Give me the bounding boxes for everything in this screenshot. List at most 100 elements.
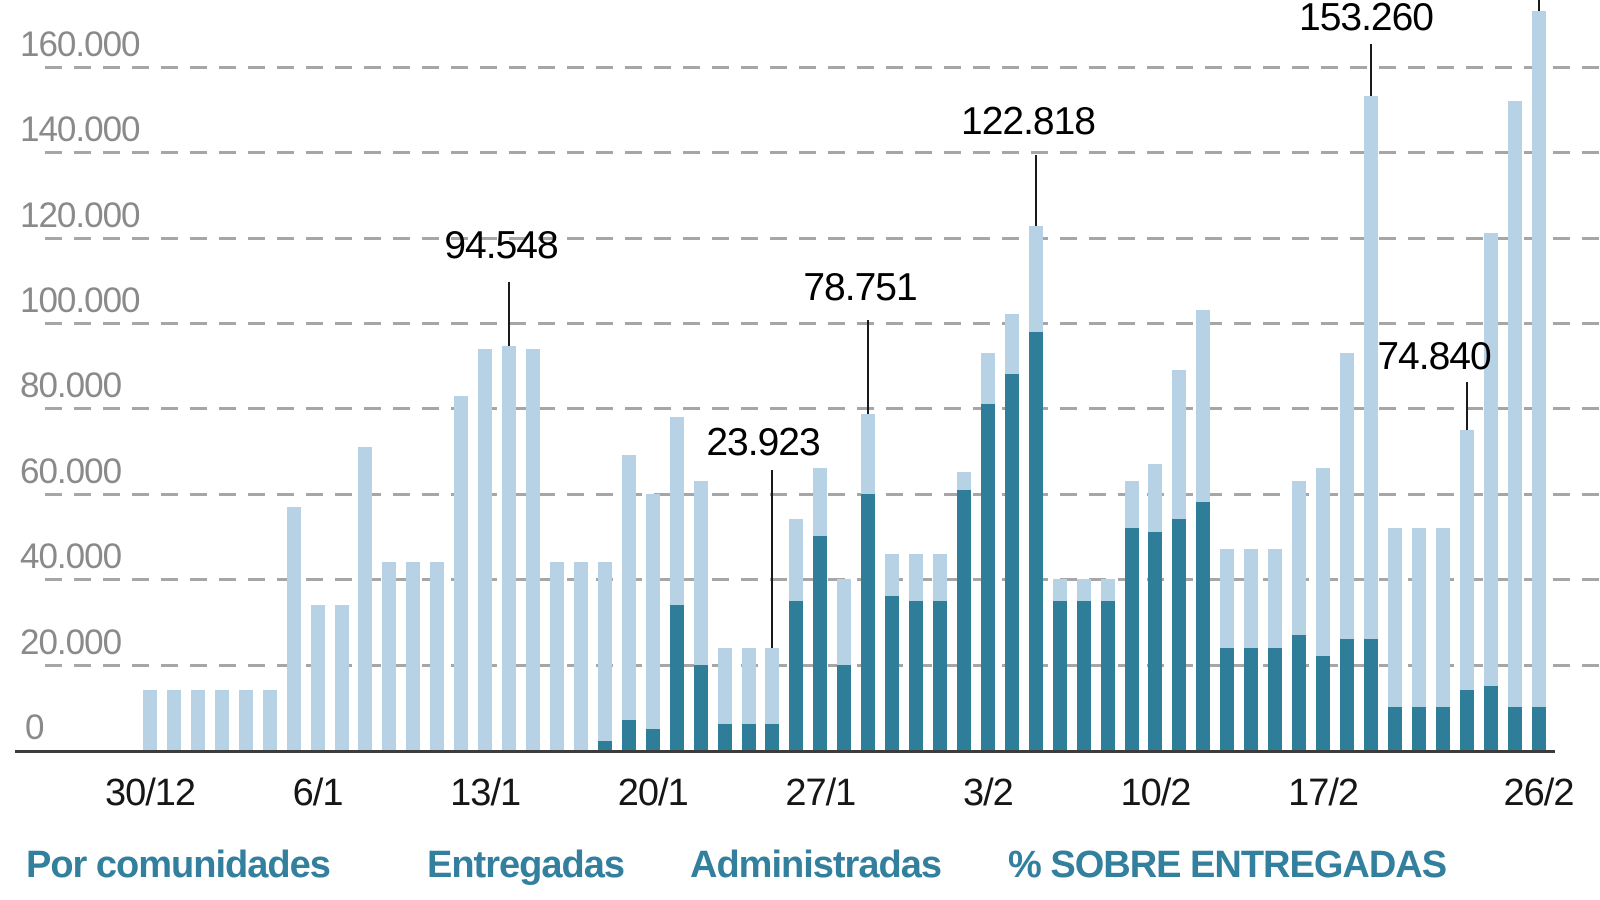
- annotation-label-153260: 153.260: [1299, 0, 1434, 39]
- bar-administradas: [813, 536, 828, 750]
- bar-entregadas: [334, 605, 349, 750]
- bar-entregadas: [238, 690, 253, 750]
- bar-group-56: [1459, 430, 1474, 750]
- bar-group-33: [909, 554, 924, 750]
- gridline-160000: [45, 65, 1600, 69]
- gridline-140000: [45, 151, 1600, 155]
- bar-administradas: [1387, 707, 1402, 750]
- gridline-100000: [45, 322, 1600, 325]
- bar-entregadas: [382, 562, 397, 750]
- bar-group-47: [1244, 549, 1259, 750]
- bar-administradas: [861, 494, 876, 750]
- annotation-label-122818: 122.818: [961, 100, 1096, 143]
- bar-administradas: [1268, 648, 1283, 750]
- bar-entregadas: [143, 690, 157, 750]
- bar-group-51: [1340, 353, 1354, 750]
- annotation-line: [867, 320, 870, 414]
- bar-administradas: [837, 665, 852, 750]
- x-axis-label-6-1: 6/1: [292, 772, 344, 814]
- bar-group-28: [789, 519, 804, 750]
- bar-administradas: [1363, 639, 1378, 750]
- annotation-label-94548: 94.548: [444, 224, 558, 267]
- bar-group-16: [502, 346, 517, 750]
- bar-administradas: [980, 404, 995, 750]
- bar-administradas: [1124, 528, 1139, 750]
- y-axis-label: 100.000: [20, 281, 141, 320]
- y-axis-label: 0: [25, 708, 44, 747]
- bar-group-32: [885, 554, 900, 750]
- bar-entregadas: [358, 447, 373, 750]
- bar-entregadas: [454, 396, 469, 750]
- bar-administradas: [789, 601, 804, 750]
- bar-administradas: [741, 724, 756, 750]
- bar-group-8: [310, 605, 325, 750]
- annotation-label-78751: 78.751: [803, 266, 917, 309]
- bar-group-18: [549, 562, 564, 750]
- bar-group-53: [1387, 528, 1402, 750]
- bar-administradas: [1172, 519, 1187, 750]
- bar-entregadas: [262, 690, 277, 750]
- y-axis-label: 140.000: [20, 110, 141, 150]
- bar-entregadas: [573, 562, 588, 750]
- x-axis-label-17-2: 17/2: [1288, 772, 1359, 814]
- bar-group-3: [190, 690, 205, 750]
- bar-administradas: [1100, 601, 1115, 750]
- legend-entregadas[interactable]: Entregadas: [427, 844, 625, 886]
- bar-administradas: [1220, 648, 1235, 750]
- bar-administradas: [693, 665, 708, 750]
- bar-group-26: [741, 648, 756, 750]
- y-axis-label: 160.000: [20, 24, 141, 64]
- bar-group-31: [861, 414, 876, 750]
- bar-administradas: [885, 596, 900, 750]
- bar-administradas: [597, 741, 612, 750]
- bar-group-1: [143, 690, 157, 750]
- annotation-label-23923: 23.923: [706, 421, 820, 464]
- annotation-line: [1369, 44, 1372, 96]
- bar-group-27: [765, 648, 780, 750]
- annotation-line: [771, 470, 774, 648]
- bar-group-48: [1268, 549, 1283, 750]
- legend-administradas[interactable]: Administradas: [690, 844, 942, 886]
- annotation-line: [1537, 0, 1540, 12]
- x-axis-label-26-2: 26/2: [1503, 772, 1575, 814]
- bar-entregadas: [526, 349, 541, 750]
- gridline-80000: [45, 407, 1600, 411]
- bar-group-52: [1363, 96, 1378, 750]
- bar-group-24: [693, 481, 708, 750]
- bar-group-34: [933, 554, 948, 750]
- x-axis-label-20-1: 20/1: [617, 772, 689, 814]
- bar-entregadas: [1483, 233, 1498, 750]
- y-axis-label: 60.000: [20, 451, 122, 491]
- bar-group-43: [1148, 464, 1163, 750]
- bar-group-54: [1411, 528, 1426, 750]
- x-axis-label-30-12: 30/12: [104, 772, 196, 814]
- bar-administradas: [956, 490, 971, 750]
- bar-group-46: [1220, 549, 1235, 750]
- bar-administradas: [933, 601, 948, 750]
- y-axis-label: 80.000: [20, 366, 122, 406]
- bar-group-59: [1531, 11, 1546, 750]
- bar-entregadas: [621, 455, 636, 750]
- bar-group-35: [956, 472, 971, 750]
- bar-group-45: [1196, 310, 1211, 750]
- tab-por-comunidades[interactable]: Por comunidades: [26, 844, 331, 886]
- bar-administradas: [1052, 601, 1067, 750]
- bar-administradas: [1076, 601, 1091, 750]
- bar-group-39: [1052, 579, 1067, 750]
- bar-administradas: [621, 720, 636, 750]
- bar-entregadas: [1387, 528, 1402, 750]
- bar-group-23: [669, 417, 684, 750]
- bar-administradas: [645, 729, 660, 750]
- legend-pct-sobre-entregadas[interactable]: % SOBRE ENTREGADAS: [1008, 844, 1447, 886]
- bar-group-4: [214, 690, 229, 750]
- bar-administradas: [1340, 639, 1354, 750]
- bar-group-58: [1507, 101, 1522, 750]
- bar-administradas: [669, 605, 684, 750]
- bar-entregadas: [1531, 11, 1546, 750]
- bar-administradas: [909, 601, 924, 750]
- bar-entregadas: [286, 507, 301, 750]
- bar-entregadas: [214, 690, 229, 750]
- x-axis-label-10-2: 10/2: [1120, 772, 1191, 814]
- bar-administradas: [717, 724, 732, 750]
- bar-entregadas: [645, 494, 660, 750]
